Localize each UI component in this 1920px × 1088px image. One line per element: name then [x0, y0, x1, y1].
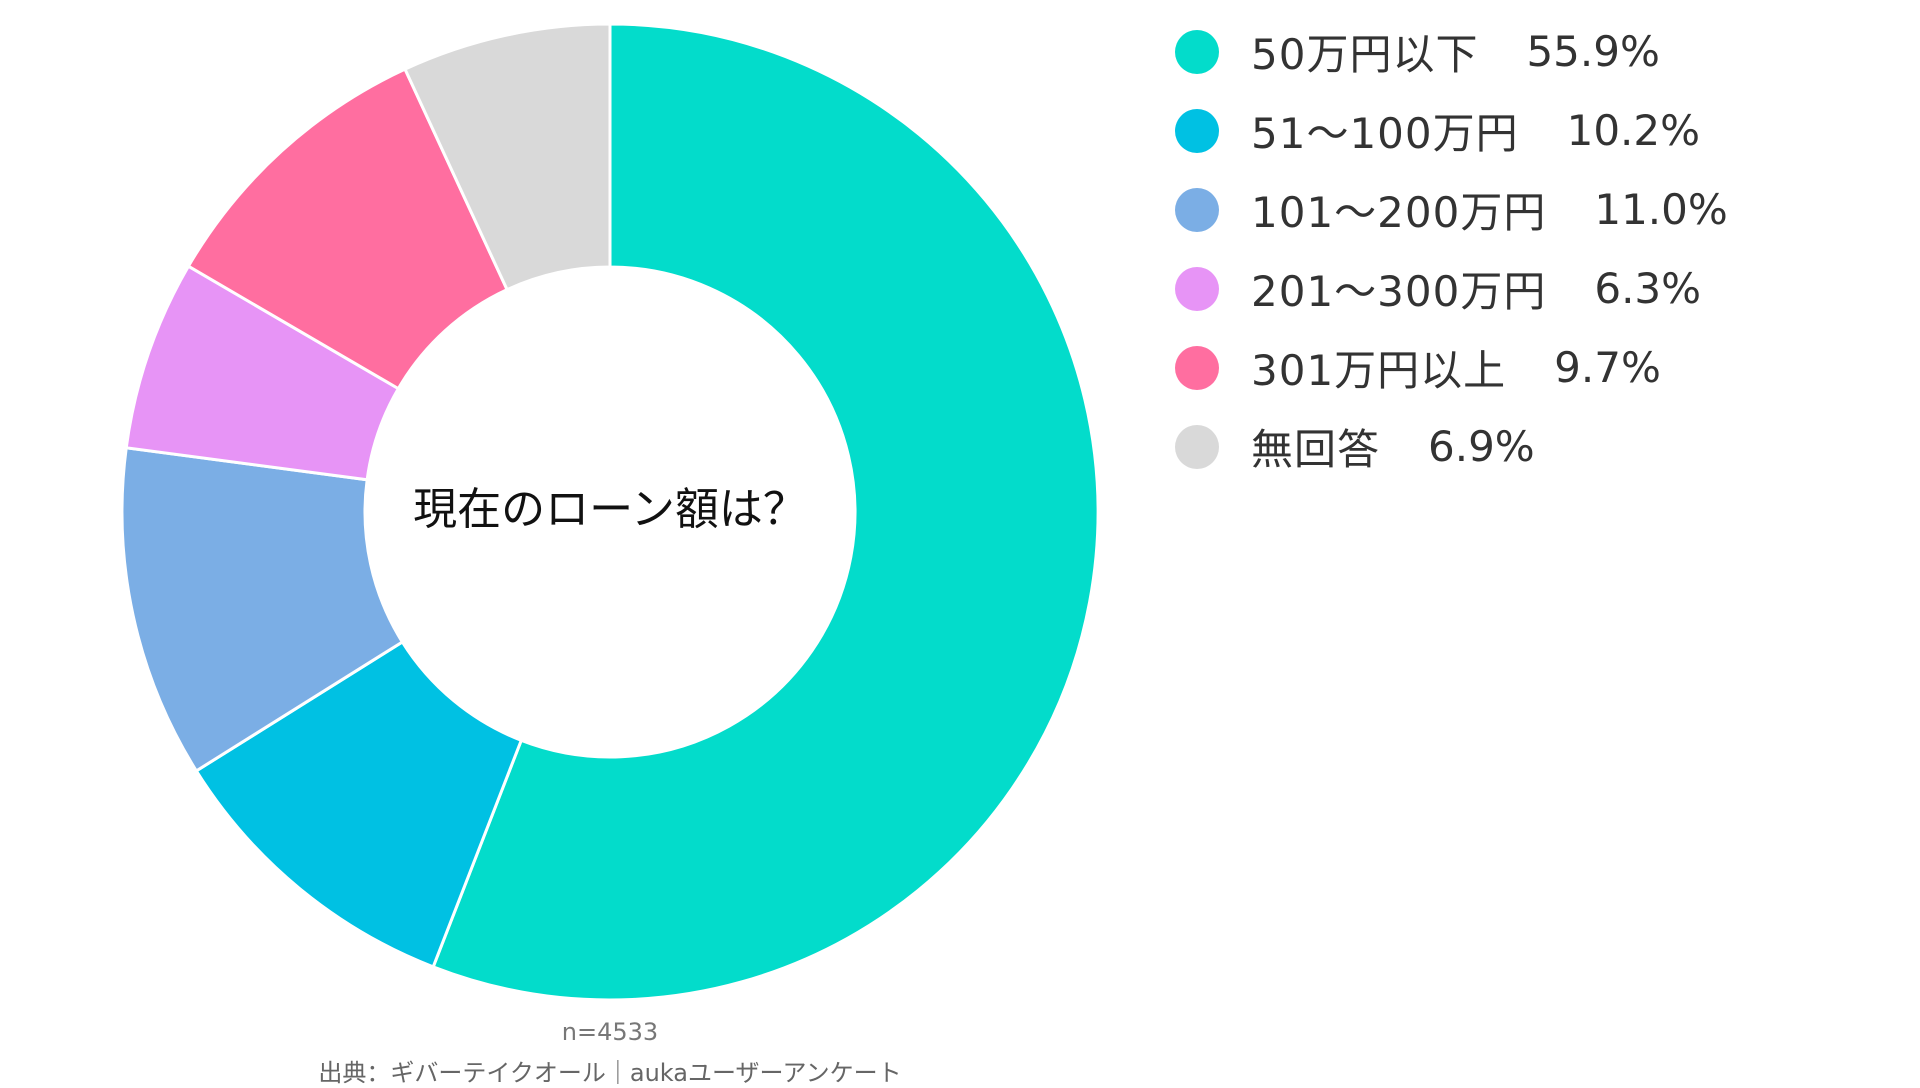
legend-value: 11.0% — [1594, 185, 1728, 234]
legend-marker-icon — [1175, 424, 1219, 469]
legend-value: 55.9% — [1526, 27, 1660, 76]
legend-item-1: 50万円以下 55.9% — [1175, 12, 1728, 91]
legend-label: 無回答 — [1251, 425, 1381, 474]
legend-item-5: 301万円以上 9.7% — [1175, 328, 1728, 407]
legend: 50万円以下 55.9% 51〜100万円 10.2% 101〜200万円 11.0% 20… — [1175, 12, 1728, 486]
donut-slice-5 — [186, 67, 510, 391]
sample-size: n=4533 — [561, 1018, 659, 1046]
donut-slices — [120, 22, 1100, 1002]
legend-label: 201〜300万円 — [1251, 267, 1547, 316]
legend-label: 50万円以下 — [1251, 30, 1479, 79]
legend-marker-icon — [1175, 187, 1219, 232]
donut-slice-1 — [431, 22, 1100, 1002]
legend-marker-icon — [1175, 108, 1219, 153]
legend-value: 6.3% — [1594, 264, 1702, 313]
legend-item-2: 51〜100万円 10.2% — [1175, 91, 1728, 170]
legend-label: 301万円以上 — [1251, 346, 1507, 395]
chart-title: 現在のローン額は？ — [413, 484, 807, 535]
legend-item-6: 無回答 6.9% — [1175, 407, 1728, 486]
donut-slice-3 — [120, 446, 405, 773]
legend-marker-icon — [1175, 266, 1219, 311]
legend-item-3: 101〜200万円 11.0% — [1175, 170, 1728, 249]
legend-item-4: 201〜300万円 6.3% — [1175, 249, 1728, 328]
legend-label: 51〜100万円 — [1251, 109, 1519, 158]
legend-value: 9.7% — [1554, 343, 1661, 392]
legend-value: 10.2% — [1566, 106, 1701, 155]
legend-value: 6.9% — [1428, 422, 1535, 471]
legend-marker-icon — [1175, 29, 1219, 74]
donut-slice-6 — [403, 22, 612, 292]
legend-label: 101〜200万円 — [1251, 188, 1547, 237]
legend-marker-icon — [1175, 345, 1219, 390]
source-credit: 出典：ギバーテイクオール｜aukaユーザーアンケート — [318, 1059, 902, 1087]
